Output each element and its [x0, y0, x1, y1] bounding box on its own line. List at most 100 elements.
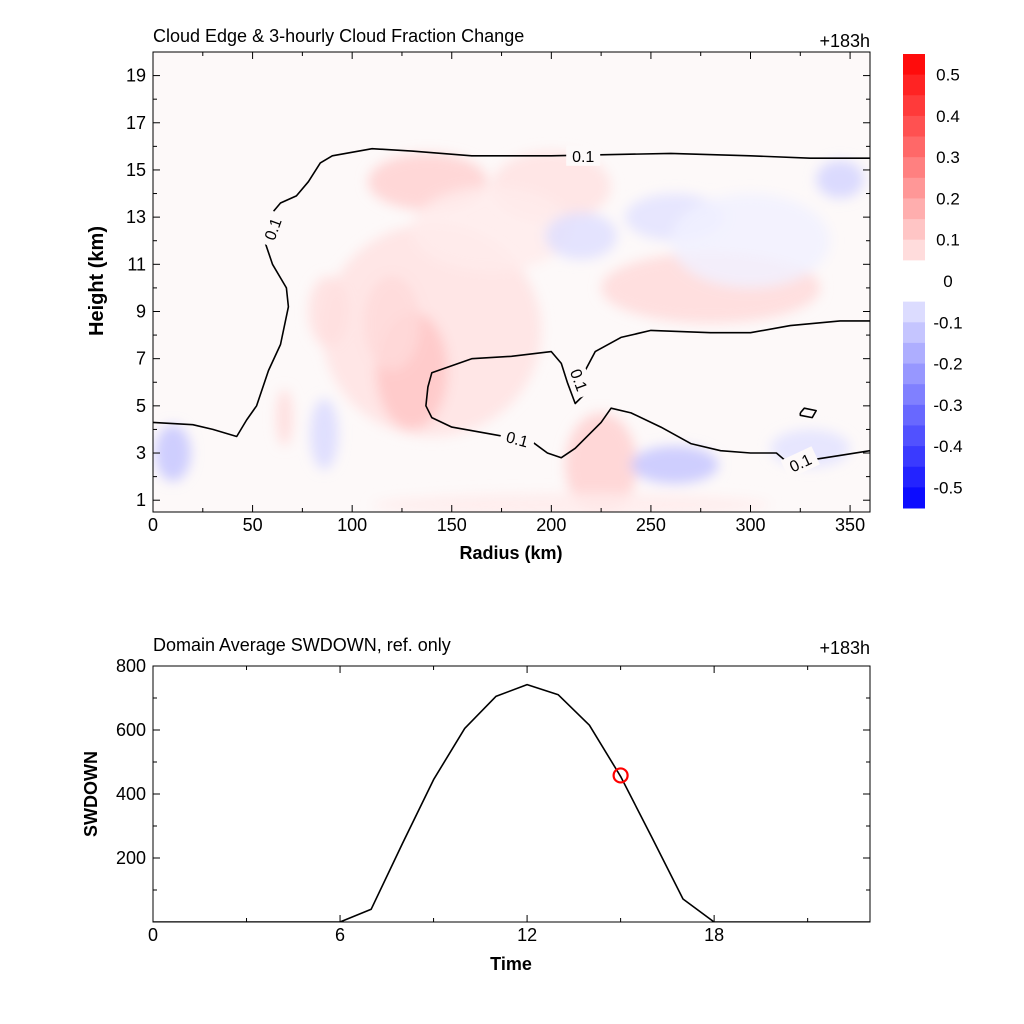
colorbar-label: 0.3: [936, 148, 960, 167]
anomaly-blob: [154, 424, 191, 482]
bottom-y-tick-label: 600: [116, 720, 146, 740]
swdown-panel: 0 6 12 18 200 400 600 800 Domain Average SWDOW…: [81, 635, 871, 974]
colorbar-label: -0.2: [933, 355, 962, 374]
top-x-tick-label: 50: [243, 515, 263, 535]
colorbar-swatch: [903, 219, 925, 241]
bottom-y-axis: 200 400 600 800: [116, 656, 870, 891]
top-x-tick-label: 100: [337, 515, 367, 535]
top-x-tick-label: 200: [536, 515, 566, 535]
contour-label-background: [498, 424, 537, 453]
top-chart-title: Cloud Edge & 3-hourly Cloud Fraction Cha…: [153, 26, 524, 46]
bottom-x-tick-label: 12: [517, 925, 537, 945]
contour-label: 0.1: [572, 149, 594, 166]
colorbar-swatch: [903, 54, 925, 76]
bottom-x-tick-label: 6: [335, 925, 345, 945]
top-y-tick-label: 11: [127, 254, 146, 274]
colorbar-swatch: [903, 281, 925, 303]
colorbar-swatch: [903, 115, 925, 138]
colorbar-label: -0.5: [933, 478, 962, 497]
anomaly-blob: [565, 412, 637, 512]
contour-labels: 0.10.10.10.10.1: [257, 145, 820, 479]
contour-line-outer: [153, 147, 870, 438]
contour-label: 0.1: [566, 367, 590, 394]
bottom-x-tick-label: 18: [704, 925, 724, 945]
colorbar: 0.5 0.4 0.3 0.2 0.1 0 -0.1 -0.2 -0.3 -0.4 -0.5: [903, 54, 963, 509]
anomaly-blob: [372, 493, 771, 512]
contour-label-background: [257, 209, 288, 249]
anomaly-blob: [670, 193, 831, 288]
colorbar-label: -0.3: [933, 396, 962, 415]
colorbar-swatch: [903, 404, 925, 426]
top-y-tick-label: 13: [126, 207, 146, 227]
bottom-time-label: +183h: [819, 638, 870, 658]
top-y-tick-label: 17: [126, 113, 146, 133]
contour-label: 0.1: [504, 429, 530, 451]
cloud-edge-contours: [153, 147, 870, 466]
top-y-tick-label: 19: [126, 66, 146, 86]
bottom-y-tick-label: 200: [116, 848, 146, 868]
anomaly-blob: [816, 160, 865, 199]
bottom-x-tick-label: 0: [148, 925, 158, 945]
top-y-tick-label: 9: [136, 301, 146, 321]
colorbar-swatch: [903, 177, 925, 199]
contour-label-background: [780, 446, 820, 479]
anomaly-field: [154, 151, 865, 512]
colorbar-swatch: [903, 322, 925, 344]
top-x-tick-label: 250: [636, 515, 666, 535]
colorbar-label: -0.1: [933, 313, 962, 332]
contour-label-background: [566, 145, 601, 166]
contour-line-middle: [425, 320, 870, 466]
top-x-tick-label: 150: [437, 515, 467, 535]
colorbar-label: 0.5: [936, 66, 960, 85]
anomaly-blob: [308, 276, 349, 347]
colorbar-swatch: [903, 260, 925, 282]
colorbar-label: -0.4: [933, 437, 962, 456]
bottom-y-axis-label: SWDOWN: [81, 751, 101, 837]
colorbar-swatch: [903, 136, 925, 158]
colorbar-swatch: [903, 425, 925, 447]
anomaly-blob: [310, 398, 339, 470]
swdown-line-layer: [153, 683, 870, 922]
colorbar-swatch: [903, 342, 925, 365]
bottom-y-tick-label: 800: [116, 656, 146, 676]
top-y-tick-label: 1: [136, 490, 146, 510]
contour-line-small: [799, 407, 818, 419]
top-time-label: +183h: [819, 31, 870, 51]
colorbar-swatch: [903, 446, 925, 468]
anomaly-blob: [631, 445, 719, 484]
top-x-tick-label: 350: [835, 515, 865, 535]
colorbar-swatch: [903, 74, 925, 96]
bottom-x-axis: 0 6 12 18: [148, 666, 809, 945]
colorbar-swatch: [903, 198, 925, 220]
colorbar-swatch: [903, 301, 925, 323]
contour-label-background: [564, 360, 595, 400]
anomaly-blob: [411, 186, 572, 272]
bottom-x-axis-label: Time: [490, 954, 532, 974]
anomaly-blob: [364, 276, 420, 371]
colorbar-swatch: [903, 384, 925, 406]
top-y-tick-label: 15: [126, 160, 146, 180]
colorbar-label: 0.2: [936, 189, 960, 208]
top-x-axis-label: Radius (km): [459, 543, 562, 563]
top-y-tick-label: 5: [136, 396, 146, 416]
colorbar-swatch: [903, 466, 925, 488]
top-y-axis-label: Height (km): [86, 226, 108, 336]
anomaly-blob: [276, 389, 293, 446]
current-time-marker: [612, 767, 629, 784]
top-plot-frame: [152, 51, 871, 513]
top-y-tick-label: 3: [136, 443, 146, 463]
colorbar-swatch: [903, 95, 925, 117]
swdown-line: [153, 683, 870, 922]
colorbar-label: 0.4: [936, 107, 960, 126]
cloud-fraction-panel: 0.10.10.10.10.1 0 50 100 150 200 250 300 350 13…: [86, 26, 963, 563]
colorbar-swatch: [903, 157, 925, 179]
bottom-chart-title: Domain Average SWDOWN, ref. only: [153, 635, 451, 655]
colorbar-label: 0: [943, 272, 952, 291]
anomaly-blob: [545, 212, 618, 260]
colorbar-swatch: [903, 239, 925, 261]
colorbar-label: 0.1: [936, 231, 960, 250]
top-x-tick-label: 0: [148, 515, 158, 535]
contour-label: 0.1: [262, 216, 286, 243]
